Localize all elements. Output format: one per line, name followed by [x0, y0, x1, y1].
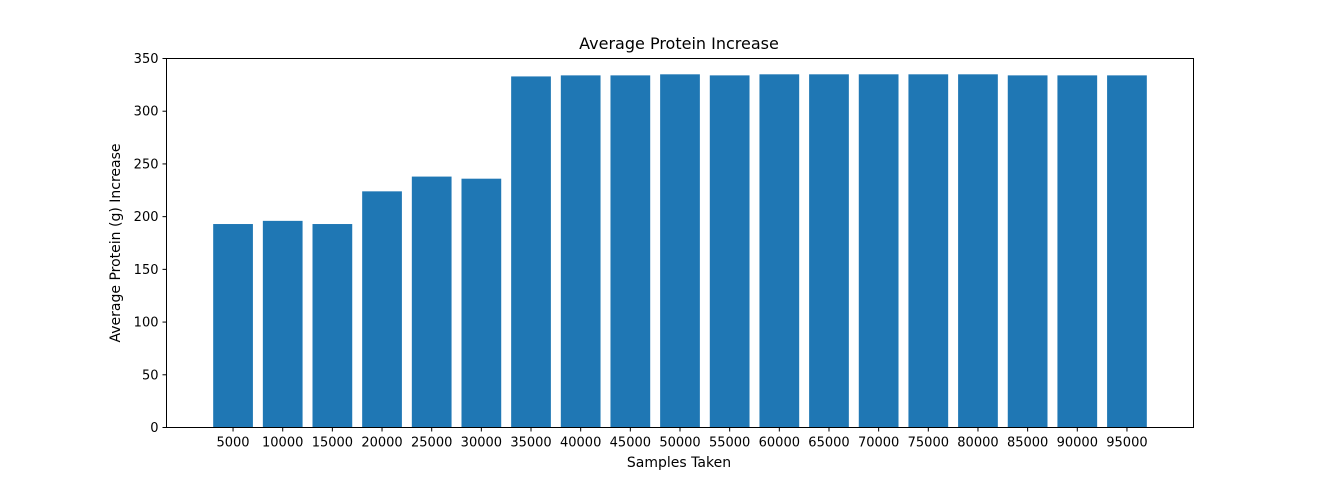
x-tick-label: 95000: [1106, 436, 1147, 451]
y-tick-label: 0: [150, 421, 158, 436]
y-tick-label: 150: [134, 263, 159, 278]
y-tick-label: 100: [134, 316, 159, 331]
x-axis-label: Samples Taken: [627, 455, 731, 471]
bar-65000: [809, 74, 849, 428]
x-tick-label: 45000: [610, 436, 651, 451]
bar-10000: [262, 220, 303, 428]
x-tick-label: 80000: [957, 436, 998, 451]
bar-30000: [461, 178, 502, 428]
x-tick-label: 20000: [361, 436, 402, 451]
bar-25000: [411, 176, 452, 428]
bar-90000: [1057, 75, 1098, 428]
bar-50000: [660, 74, 700, 428]
x-tick-label: 30000: [461, 436, 502, 451]
x-tick-label: 25000: [411, 436, 452, 451]
x-tick-label: 60000: [759, 436, 800, 451]
bar-75000: [908, 74, 949, 428]
x-tick-label: 75000: [908, 436, 949, 451]
x-tick-label: 65000: [808, 436, 849, 451]
x-tick-label: 50000: [659, 436, 700, 451]
bar-20000: [362, 191, 402, 428]
bar-80000: [958, 74, 998, 428]
bar-35000: [511, 76, 551, 428]
y-ticks-group: 0 50 100 150 200 250 300 350: [134, 52, 167, 436]
x-tick-label: 40000: [560, 436, 601, 451]
y-axis-label: Average Protein (g) Increase: [108, 144, 124, 343]
x-tick-label: 70000: [858, 436, 899, 451]
x-tick-label: 35000: [510, 436, 551, 451]
bar-95000: [1107, 75, 1147, 428]
x-tick-label: 15000: [312, 436, 353, 451]
bar-5000: [213, 224, 253, 428]
x-ticks-group: 5000 10000 15000 20000 25000 30000 35000 40000 4…: [216, 427, 1148, 451]
bar-45000: [610, 75, 651, 428]
bar-40000: [560, 75, 601, 428]
y-tick-label: 300: [134, 105, 159, 120]
x-tick-label: 85000: [1007, 436, 1048, 451]
x-tick-label: 55000: [709, 436, 750, 451]
y-tick-label: 350: [134, 52, 159, 67]
bar-55000: [709, 75, 750, 428]
x-tick-label: 90000: [1057, 436, 1098, 451]
x-tick-label: 10000: [262, 436, 303, 451]
bar-60000: [759, 74, 800, 428]
plot-frame: [166, 58, 1194, 428]
bar-70000: [858, 74, 899, 428]
chart-title: Average Protein Increase: [579, 34, 779, 53]
bar-85000: [1007, 75, 1048, 428]
y-tick-label: 250: [134, 157, 159, 172]
bars-group: [213, 74, 1147, 428]
x-tick-label: 5000: [216, 436, 249, 451]
bar-15000: [312, 224, 353, 428]
y-tick-label: 50: [142, 368, 159, 383]
y-tick-label: 200: [134, 210, 159, 225]
